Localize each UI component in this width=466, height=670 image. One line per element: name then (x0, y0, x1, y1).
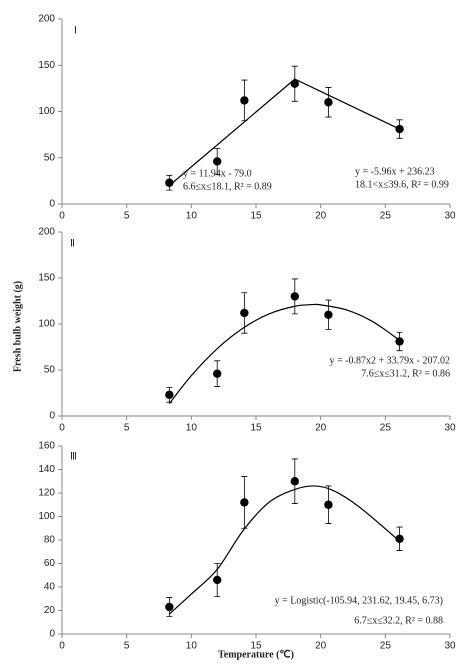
data-point (165, 390, 174, 400)
x-tick-label: 30 (444, 423, 456, 434)
x-tick-label: 20 (315, 211, 327, 222)
equation: 18.1<x≤39.6, R² = 0.99 (355, 179, 449, 190)
data-point (395, 124, 404, 134)
y-tick-label: 40 (44, 582, 56, 593)
y-tick-label: 100 (38, 106, 55, 117)
equation: y = -5.96x + 236.23 (355, 166, 435, 177)
y-tick-label: 200 (38, 14, 55, 25)
fit-line (168, 485, 400, 615)
data-point (213, 369, 222, 378)
x-tick-label: 25 (380, 423, 392, 434)
x-tick-label: 25 (380, 211, 392, 222)
data-point (240, 308, 249, 318)
data-point (240, 96, 249, 105)
x-tick-label: 20 (315, 423, 327, 434)
x-tick-label: 25 (380, 641, 392, 652)
panel-label: Ⅰ (74, 25, 77, 36)
y-tick-label: 0 (49, 199, 55, 210)
x-tick-label: 10 (186, 641, 198, 652)
equation: y = 11.94x - 79.0 (183, 168, 252, 179)
y-tick-label: 100 (38, 511, 55, 522)
data-point (290, 79, 299, 88)
data-point (290, 477, 299, 486)
x-tick-label: 5 (124, 423, 130, 434)
data-point (165, 178, 174, 187)
y-tick-label: 100 (38, 319, 55, 330)
x-tick-label: 10 (186, 211, 198, 222)
x-tick-label: 5 (124, 641, 130, 652)
x-tick-label: 5 (124, 211, 130, 222)
data-point (395, 534, 404, 544)
y-tick-label: 20 (44, 605, 56, 616)
x-axis-title: Temperature (℃) (218, 649, 294, 660)
y-tick-label: 160 (38, 441, 55, 452)
y-tick-label: 60 (44, 558, 56, 569)
data-point (240, 498, 249, 507)
y-axis-title: Fresh bulb weight (g) (12, 281, 23, 372)
data-point (213, 157, 222, 166)
y-tick-label: 80 (44, 535, 56, 546)
y-tick-label: 50 (44, 152, 56, 163)
x-tick-label: 15 (250, 211, 262, 222)
x-tick-label: 10 (186, 423, 198, 434)
x-tick-label: 0 (59, 211, 65, 222)
y-tick-label: 200 (38, 227, 55, 238)
x-tick-label: 15 (250, 423, 262, 434)
data-point (165, 602, 174, 612)
x-tick-label: 0 (59, 641, 65, 652)
x-tick-label: 0 (59, 423, 65, 434)
fit-line (168, 303, 400, 404)
x-tick-label: 20 (315, 641, 327, 652)
equation: 7.6≤x≤31.2, R² = 0.86 (361, 368, 450, 379)
data-point (213, 575, 222, 585)
equation: y = Logistic(-105.94, 231.62, 19.45, 6.7… (275, 595, 443, 606)
panel-label: Ⅱ (70, 238, 75, 249)
x-tick-label: 15 (250, 641, 262, 652)
y-tick-label: 140 (38, 464, 55, 475)
panel-label: Ⅲ (70, 451, 77, 462)
equation: 6.7≤x≤32.2, R² = 0.88 (354, 615, 443, 626)
data-point (290, 292, 299, 301)
y-tick-label: 50 (44, 365, 56, 376)
y-tick-label: 0 (49, 629, 55, 640)
data-point (324, 98, 333, 107)
y-tick-label: 150 (38, 273, 55, 284)
y-tick-label: 0 (49, 411, 55, 422)
x-tick-label: 30 (444, 641, 456, 652)
data-point (395, 337, 404, 346)
equation: y = -0.87x2 + 33.79x - 207.02 (330, 355, 450, 366)
y-tick-label: 150 (38, 60, 55, 71)
x-tick-label: 30 (444, 211, 456, 222)
equation: 6.6≤x≤18.1, R² = 0.89 (183, 181, 272, 192)
data-point (324, 310, 333, 319)
data-point (324, 500, 333, 509)
y-tick-label: 120 (38, 488, 55, 499)
